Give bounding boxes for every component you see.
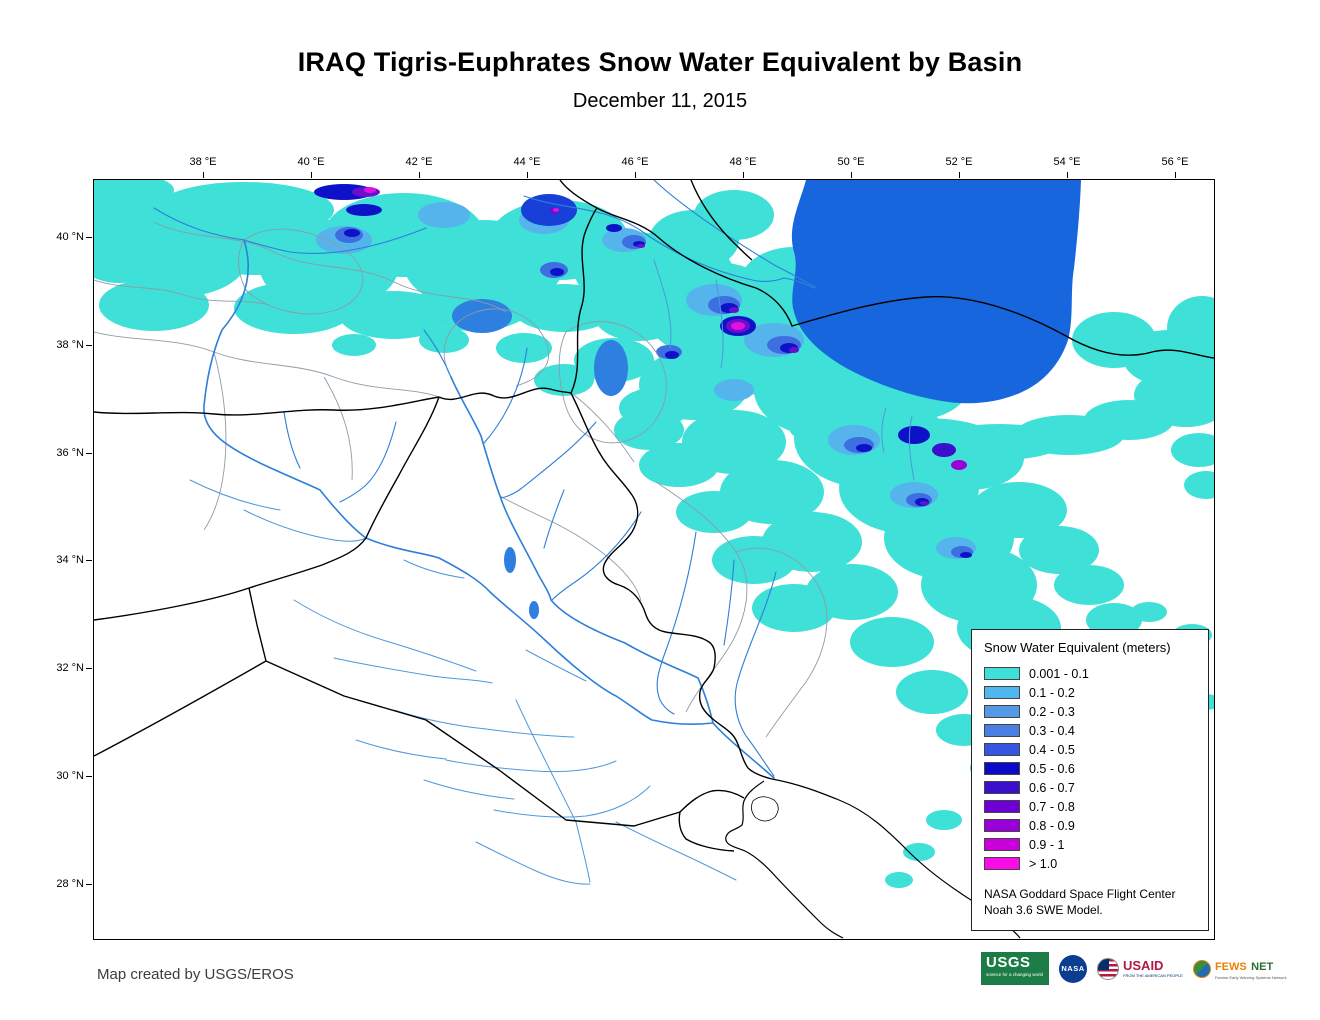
legend-label: 0.1 - 0.2 [1029,685,1075,700]
lon-label: 46 °E [621,156,649,168]
axis-tick [86,560,92,561]
fewsnet-tagline: Famine Early Warning Systems Network [1214,975,1287,980]
legend: Snow Water Equivalent (meters) 0.001 - 0… [971,629,1209,932]
nasa-logo: NASA [1059,954,1087,983]
legend-title: Snow Water Equivalent (meters) [984,640,1171,655]
lon-label: 50 °E [837,156,865,168]
legend-swatch [984,838,1020,851]
usgs-logo-text: USGS [986,954,1031,971]
lon-label: 38 °E [189,156,217,168]
legend-row: 0.4 - 0.5 [984,740,1196,759]
legend-swatch [984,762,1020,775]
legend-label: 0.8 - 0.9 [1029,818,1075,833]
usaid-logo: USAID FROM THE AMERICAN PEOPLE [1097,957,1183,980]
axis-tick [86,345,92,346]
usgs-logo: USGS science for a changing world [981,952,1049,985]
axis-tick [635,172,636,178]
legend-swatch [984,743,1020,756]
axis-tick [203,172,204,178]
legend-swatch [984,667,1020,680]
legend-swatch [984,705,1020,718]
legend-row: 0.8 - 0.9 [984,816,1196,835]
tributaries [153,180,817,777]
wadi-streams [189,259,915,885]
usgs-tagline: science for a changing world [986,972,1044,977]
legend-source-line2: Noah 3.6 SWE Model. [984,903,1103,918]
map-subtitle: December 11, 2015 [572,90,748,112]
lat-label: 28 °N [56,878,84,890]
axis-tick [1067,172,1068,178]
legend-source-line1: NASA Goddard Space Flight Center [984,887,1176,901]
lon-label: 40 °E [297,156,325,168]
lon-label: 42 °E [405,156,433,168]
legend-label: 0.5 - 0.6 [1029,761,1075,776]
legend-label: 0.001 - 0.1 [1029,666,1089,681]
globe-icon [1192,959,1211,978]
map-credit: Map created by USGS/EROS [97,966,294,983]
axis-tick [743,172,744,178]
lat-label: 30 °N [56,770,84,782]
lat-label: 32 °N [56,662,84,674]
axis-tick [86,776,92,777]
legend-swatch [984,800,1020,813]
legend-row: 0.5 - 0.6 [984,759,1196,778]
lat-label: 34 °N [56,554,84,566]
fewsnet-logo-text-fews: FEWS [1214,961,1247,973]
rivers [203,239,775,779]
legend-row: 0.3 - 0.4 [984,721,1196,740]
axis-tick [527,172,528,178]
legend-label: > 1.0 [1029,856,1058,871]
legend-row: > 1.0 [984,854,1196,873]
lon-label: 44 °E [513,156,541,168]
usaid-emblem-icon [1097,957,1119,980]
axis-tick [1175,172,1176,178]
axis-tick [311,172,312,178]
axis-tick [86,884,92,885]
legend-label: 0.7 - 0.8 [1029,799,1075,814]
lon-label: 48 °E [729,156,757,168]
legend-row: 0.6 - 0.7 [984,778,1196,797]
axis-tick [86,453,92,454]
axis-tick [86,237,92,238]
legend-swatch [984,781,1020,794]
legend-label: 0.3 - 0.4 [1029,723,1075,738]
legend-label: 0.2 - 0.3 [1029,704,1075,719]
nasa-logo-text: NASA [1061,964,1085,973]
usaid-tagline: FROM THE AMERICAN PEOPLE [1123,973,1183,978]
legend-label: 0.9 - 1 [1029,837,1065,852]
fewsnet-logo: FEWS NET Famine Early Warning Systems Ne… [1192,957,1287,980]
country-borders [94,180,1214,852]
legend-swatch [984,686,1020,699]
legend-swatch [984,857,1020,870]
legend-row: 0.2 - 0.3 [984,702,1196,721]
lon-label: 54 °E [1053,156,1081,168]
legend-row: 0.1 - 0.2 [984,683,1196,702]
lon-label: 52 °E [945,156,973,168]
legend-label: 0.4 - 0.5 [1029,742,1075,757]
axis-tick [851,172,852,178]
lat-label: 38 °N [56,339,84,351]
axis-tick [419,172,420,178]
axis-tick [959,172,960,178]
map-title: IRAQ Tigris-Euphrates Snow Water Equival… [297,47,1023,77]
usaid-logo-text: USAID [1123,958,1164,973]
legend-swatch [984,724,1020,737]
lat-label: 40 °N [56,231,84,243]
legend-label: 0.6 - 0.7 [1029,780,1075,795]
map-frame: Snow Water Equivalent (meters) 0.001 - 0… [93,179,1215,940]
legend-row: 0.9 - 1 [984,835,1196,854]
agency-logos: USGS science for a changing world NASA U… [981,952,1287,985]
heavy-swe-layer [314,184,976,559]
legend-row: 0.7 - 0.8 [984,797,1196,816]
caspian-sea [791,180,1081,404]
lon-label: 56 °E [1161,156,1189,168]
fewsnet-logo-text-net: NET [1251,961,1274,973]
legend-source: NASA Goddard Space Flight Center Noah 3.… [984,886,1196,918]
legend-swatch [984,819,1020,832]
axis-tick [86,668,92,669]
lat-label: 36 °N [56,447,84,459]
legend-row: 0.001 - 0.1 [984,664,1196,683]
